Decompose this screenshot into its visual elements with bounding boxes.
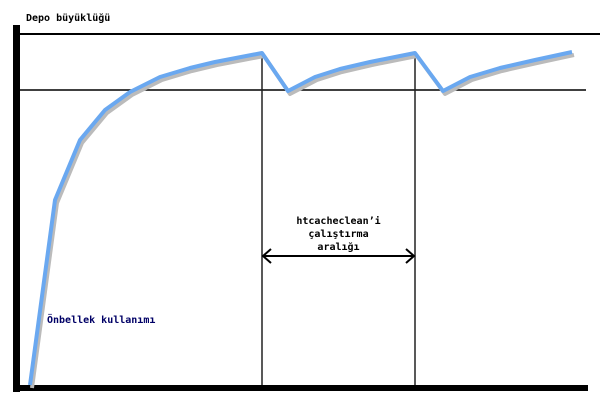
interval-label: htcacheclean’i çalıştırma aralığı (262, 215, 415, 254)
cache-usage-curve-shadow (30, 53, 575, 389)
interval-label-line-3: aralığı (317, 242, 360, 253)
interval-label-line-1: htcacheclean’i (296, 216, 381, 227)
interval-arrow (261, 248, 416, 264)
x-axis (13, 385, 588, 391)
interval-label-line-2: çalıştırma (308, 229, 369, 240)
y-axis (13, 25, 20, 392)
y-axis-label: Depo büyüklüğü (26, 13, 111, 24)
curve-label: Önbellek kullanımı (47, 315, 156, 326)
cache-usage-curve (28, 50, 573, 386)
